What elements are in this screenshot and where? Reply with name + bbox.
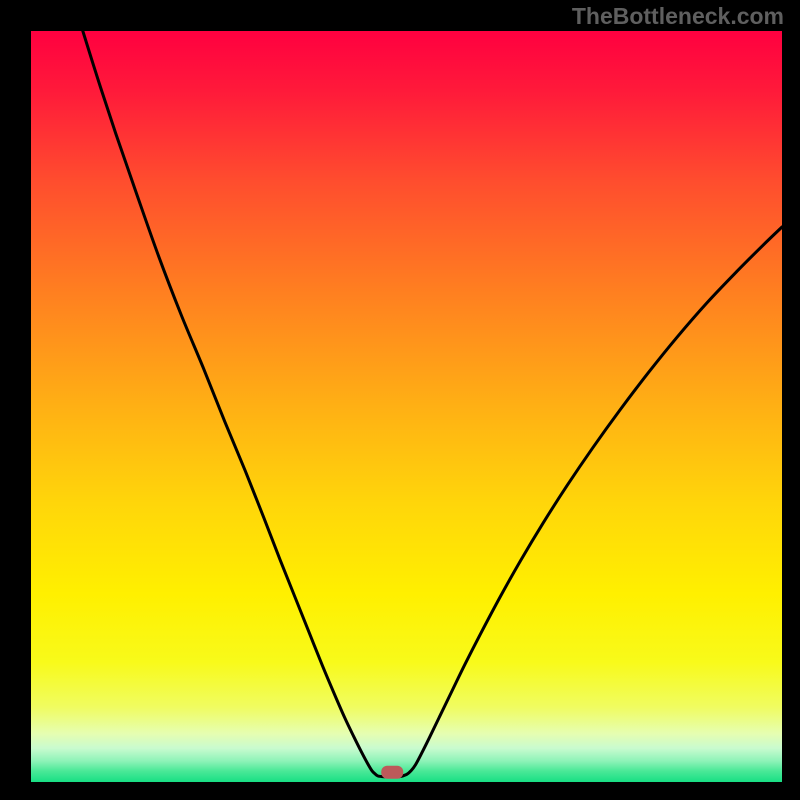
curve-layer	[31, 31, 782, 782]
chart-frame: TheBottleneck.com	[0, 0, 800, 800]
plot-area	[31, 31, 782, 782]
valley-marker	[381, 766, 403, 779]
watermark-text: TheBottleneck.com	[572, 3, 784, 30]
v-curve	[83, 31, 782, 777]
